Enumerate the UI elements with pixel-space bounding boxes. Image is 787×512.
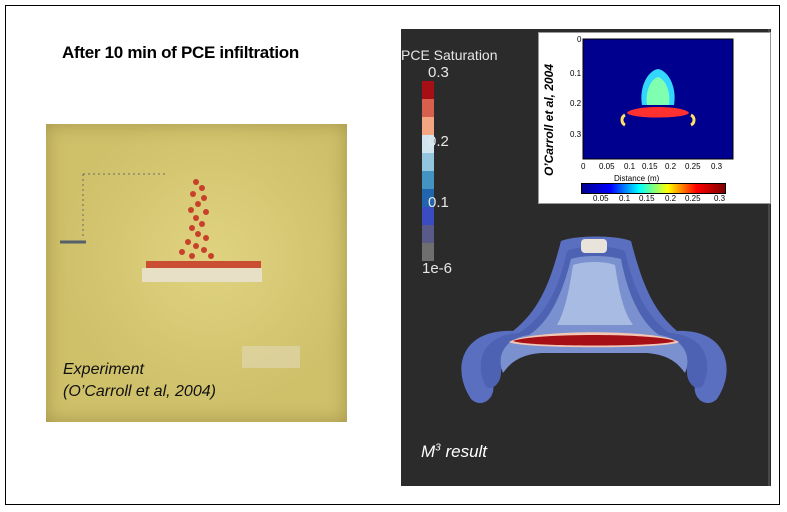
result-label-m: M bbox=[421, 442, 436, 461]
experiment-photo: Experiment (O’Carroll et al, 2004) bbox=[46, 124, 347, 422]
legend-tick-02: 0.2 bbox=[428, 133, 449, 150]
experiment-photo-drawing bbox=[60, 173, 261, 269]
inset-cbar-tick-5: 0.25 bbox=[685, 194, 701, 203]
inset-cbar-tick-6: 0.3 bbox=[714, 194, 726, 203]
legend-colorbar bbox=[422, 81, 434, 261]
inset-colorbar bbox=[581, 183, 726, 194]
inset-xtick-3: 0.15 bbox=[642, 162, 658, 171]
inset-cbar-tick-3: 0.15 bbox=[639, 194, 655, 203]
inset-cbar-tick-1: 0.05 bbox=[593, 194, 609, 203]
inset-ytick-3: 0.3 bbox=[570, 130, 582, 139]
inset-xlabel: Distance (m) bbox=[614, 174, 660, 183]
inset-xtick-6: 0.3 bbox=[711, 162, 723, 171]
inset-cbar-tick-2: 0.1 bbox=[619, 194, 631, 203]
result-label-suffix: result bbox=[440, 442, 488, 461]
inset-cbar-tick-4: 0.2 bbox=[665, 194, 677, 203]
inset-xtick-0: 0 bbox=[581, 162, 586, 171]
inset-xtick-1: 0.05 bbox=[599, 162, 615, 171]
result-label: M3 result bbox=[421, 442, 487, 462]
inset-plot-area bbox=[582, 38, 734, 160]
legend-tick-01: 0.1 bbox=[428, 194, 449, 211]
inset-xtick-2: 0.1 bbox=[624, 162, 636, 171]
legend-title: PCE Saturation bbox=[401, 47, 498, 63]
experiment-caption-line2: (O’Carroll et al, 2004) bbox=[63, 383, 216, 400]
barrier-lens bbox=[142, 268, 262, 282]
legend-tick-min: 1e-6 bbox=[422, 260, 453, 277]
result-label-sup: 3 bbox=[435, 442, 441, 454]
inset-xtick-5: 0.25 bbox=[685, 162, 701, 171]
inset-ytick-0: 0 bbox=[577, 35, 582, 44]
inset-ytick-1: 0.1 bbox=[570, 69, 582, 78]
simulation-panel: PCE Saturation 0.3 0.2 0.1 1e-6 M3 resul… bbox=[401, 29, 771, 486]
inset-xtick-4: 0.2 bbox=[665, 162, 677, 171]
experiment-caption-line1: Experiment bbox=[63, 361, 144, 378]
slide-title: After 10 min of PCE infiltration bbox=[62, 43, 299, 62]
legend-tick-03: 0.3 bbox=[428, 64, 449, 81]
inset-ytick-2: 0.2 bbox=[570, 99, 582, 108]
simulation-plume bbox=[461, 29, 770, 486]
reference-inset-plot: O’Carroll et al, 2004 0 0.1 0.2 0.3 0 0.… bbox=[538, 32, 771, 204]
experiment-caption: Experiment (O’Carroll et al, 2004) bbox=[63, 359, 216, 403]
photo-patch bbox=[242, 346, 300, 368]
